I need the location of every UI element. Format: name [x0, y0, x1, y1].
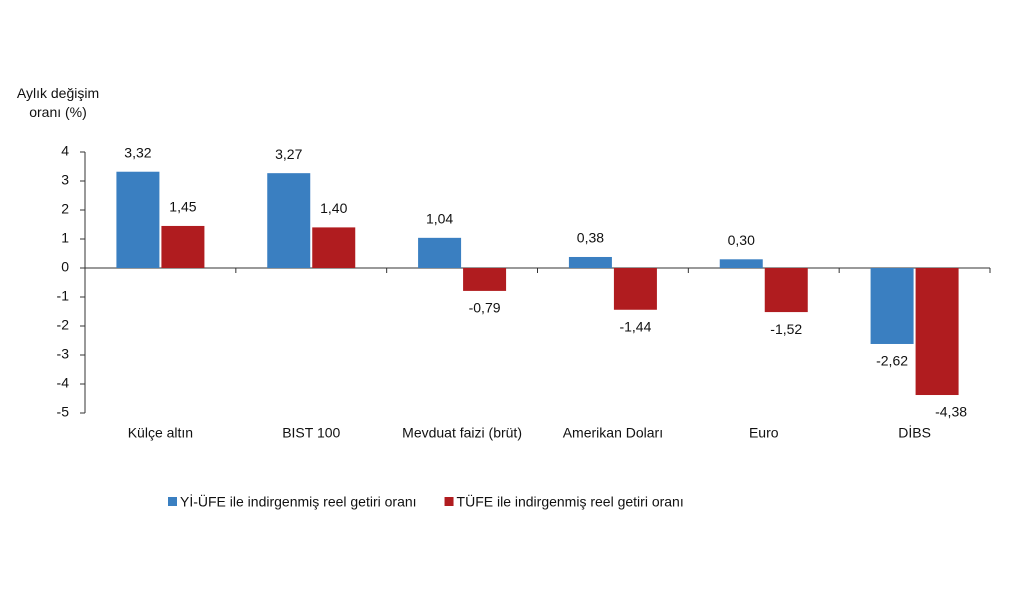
value-label: 1,45 — [169, 199, 196, 215]
value-label: 0,30 — [728, 232, 755, 248]
y-tick-label: -5 — [57, 404, 70, 420]
value-label: 1,04 — [426, 211, 453, 227]
x-tick-label: Külçe altın — [128, 425, 193, 441]
y-axis-title: Aylık değişim oranı (%) — [16, 85, 100, 120]
bar — [312, 227, 356, 268]
bar — [418, 237, 462, 268]
bar — [161, 225, 205, 268]
bar — [613, 268, 657, 310]
legend-swatch — [444, 497, 454, 506]
value-label: 0,38 — [577, 230, 604, 246]
bar — [463, 268, 507, 291]
y-tick-label: -1 — [57, 288, 70, 304]
bar — [870, 268, 914, 344]
x-tick-label: Amerikan Doları — [563, 425, 663, 441]
legend-label: TÜFE ile indirgenmiş reel getiri oranı — [457, 493, 684, 510]
y-tick-label: 2 — [61, 201, 69, 217]
y-tick-label: 3 — [61, 172, 69, 188]
value-label: -1,52 — [770, 321, 802, 337]
value-label: 3,27 — [275, 146, 302, 162]
value-label: -4,38 — [935, 404, 967, 420]
value-label: 3,32 — [124, 144, 151, 160]
y-tick-label: -2 — [57, 317, 70, 333]
x-tick-label: DİBS — [898, 424, 931, 441]
y-tick-label: -3 — [57, 346, 70, 362]
bar — [719, 259, 763, 268]
bar — [116, 171, 160, 268]
value-label: -0,79 — [469, 300, 501, 316]
y-tick-label: -4 — [57, 375, 70, 391]
value-label: -2,62 — [876, 353, 908, 369]
bar — [915, 268, 959, 396]
legend-label: Yİ-ÜFE ile indirgenmiş reel getiri oranı — [180, 493, 417, 510]
bar — [764, 268, 808, 313]
legend-swatch — [168, 497, 177, 506]
bar — [568, 256, 612, 268]
bar — [267, 173, 311, 268]
x-tick-label: Mevduat faizi (brüt) — [402, 425, 522, 441]
y-tick-label: 4 — [61, 143, 69, 159]
y-tick-label: 1 — [61, 230, 69, 246]
value-label: -1,44 — [619, 318, 651, 334]
value-label: 1,40 — [320, 200, 347, 216]
y-tick-label: 0 — [61, 259, 69, 275]
x-tick-label: BIST 100 — [282, 425, 340, 441]
x-tick-label: Euro — [749, 425, 779, 441]
